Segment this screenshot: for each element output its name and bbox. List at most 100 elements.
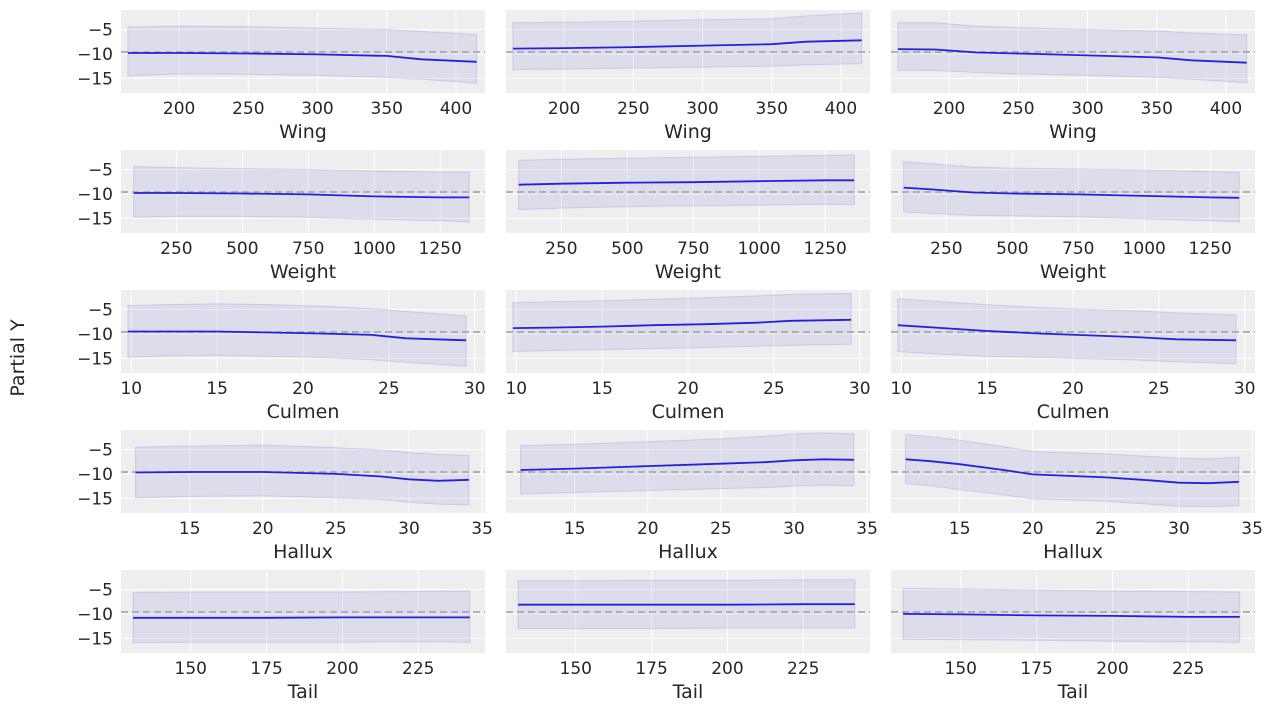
x-tick-label: 30 bbox=[783, 519, 805, 539]
y-tick-label: −10 bbox=[77, 605, 113, 625]
x-tick-label: 15 bbox=[564, 519, 586, 539]
panel-3-3: 10 15 20 25 30 Culmen bbox=[890, 290, 1256, 423]
mean-line bbox=[127, 330, 467, 342]
mean-line bbox=[133, 192, 470, 199]
x-tick-label: 1250 bbox=[1189, 239, 1232, 259]
panel-3-2: 10 15 20 25 30 Culmen bbox=[505, 290, 871, 423]
x-tick-label: 1000 bbox=[738, 239, 781, 259]
y-tick-label: −10 bbox=[77, 45, 113, 65]
x-tick-label: 1250 bbox=[419, 239, 462, 259]
x-axis-label: Wing bbox=[664, 121, 712, 143]
panel-2-3: 250 500 750 1000 1250 Weight bbox=[891, 150, 1255, 283]
credible-band bbox=[512, 12, 863, 71]
y-tick-label: −10 bbox=[77, 185, 113, 205]
panel-2-2: 250 500 750 1000 1250 Weight bbox=[506, 150, 870, 283]
mean-line bbox=[518, 179, 855, 186]
y-tick-label: −15 bbox=[77, 629, 113, 649]
x-tick-label: 1000 bbox=[353, 239, 396, 259]
x-tick-label: 150 bbox=[945, 659, 977, 679]
y-tick-label: −5 bbox=[88, 441, 113, 461]
x-axis-label: Tail bbox=[672, 681, 704, 703]
x-axis-label: Hallux bbox=[1043, 541, 1103, 563]
panels-grid: −5 −10 −15 200 250 300 350 400 Wing 200 250 300 350 4… bbox=[77, 10, 1263, 703]
x-tick-label: 200 bbox=[163, 99, 195, 119]
x-tick-label: 200 bbox=[1096, 659, 1128, 679]
x-tick-label: 35 bbox=[1241, 519, 1263, 539]
x-tick-label: 15 bbox=[179, 519, 201, 539]
x-tick-label: 30 bbox=[398, 519, 420, 539]
x-axis-label: Hallux bbox=[273, 541, 333, 563]
x-axis-label: Wing bbox=[279, 121, 327, 143]
x-tick-label: 225 bbox=[402, 659, 434, 679]
x-tick-label: 20 bbox=[292, 379, 314, 399]
panel-1-1: −5 −10 −15 200 250 300 350 400 Wing bbox=[77, 10, 485, 143]
x-tick-label: 10 bbox=[120, 379, 142, 399]
x-tick-label: 10 bbox=[890, 379, 912, 399]
x-tick-label: 20 bbox=[677, 379, 699, 399]
x-tick-label: 150 bbox=[560, 659, 592, 679]
x-tick-label: 25 bbox=[763, 379, 785, 399]
panel-2-1: −5 −10 −15 250 500 750 1000 1250 Weight bbox=[77, 150, 485, 283]
panel-5-3: 150 175 200 225 Tail bbox=[891, 570, 1255, 703]
y-tick-label: −5 bbox=[88, 21, 113, 41]
panel-5-2: 150 175 200 225 Tail bbox=[506, 570, 870, 703]
x-tick-label: 15 bbox=[206, 379, 228, 399]
y-tick-label: −5 bbox=[88, 301, 113, 321]
x-tick-label: 400 bbox=[440, 99, 472, 119]
mean-line bbox=[127, 52, 477, 63]
credible-band bbox=[512, 292, 852, 353]
mean-line bbox=[135, 471, 469, 482]
credible-band bbox=[135, 444, 470, 506]
x-tick-label: 25 bbox=[1148, 379, 1170, 399]
x-tick-label: 150 bbox=[175, 659, 207, 679]
x-tick-label: 30 bbox=[1168, 519, 1190, 539]
x-axis-label: Weight bbox=[1040, 261, 1106, 283]
y-tick-label: −15 bbox=[77, 209, 113, 229]
x-tick-label: 1000 bbox=[1123, 239, 1166, 259]
mean-line bbox=[903, 613, 1240, 618]
x-tick-label: 300 bbox=[686, 99, 718, 119]
x-tick-label: 175 bbox=[250, 659, 282, 679]
x-axis-label: Weight bbox=[655, 261, 721, 283]
y-tick-label: −15 bbox=[77, 69, 113, 89]
x-axis-label: Culmen bbox=[652, 401, 725, 423]
mean-line bbox=[512, 318, 852, 329]
x-tick-label: 300 bbox=[1071, 99, 1103, 119]
x-tick-label: 750 bbox=[677, 239, 709, 259]
panel-1-3: 200 250 300 350 400 Wing bbox=[891, 10, 1255, 143]
x-tick-label: 300 bbox=[301, 99, 333, 119]
x-tick-label: 15 bbox=[976, 379, 998, 399]
mean-line bbox=[897, 324, 1237, 342]
y-tick-label: −10 bbox=[77, 465, 113, 485]
x-tick-label: 15 bbox=[591, 379, 613, 399]
x-axis-label: Hallux bbox=[658, 541, 718, 563]
x-tick-label: 200 bbox=[548, 99, 580, 119]
y-tick-label: −5 bbox=[88, 581, 113, 601]
x-axis-label: Culmen bbox=[1037, 401, 1110, 423]
panel-4-2: 15 20 25 30 35 Hallux bbox=[506, 430, 878, 563]
x-axis-label: Culmen bbox=[267, 401, 340, 423]
x-tick-label: 25 bbox=[710, 519, 732, 539]
x-tick-label: 30 bbox=[849, 379, 871, 399]
x-tick-label: 20 bbox=[1022, 519, 1044, 539]
x-tick-label: 35 bbox=[471, 519, 493, 539]
x-tick-label: 1250 bbox=[804, 239, 847, 259]
x-tick-label: 400 bbox=[825, 99, 857, 119]
x-tick-label: 250 bbox=[232, 99, 264, 119]
y-tick-label: −15 bbox=[77, 489, 113, 509]
x-tick-label: 350 bbox=[1141, 99, 1173, 119]
x-tick-label: 750 bbox=[1062, 239, 1094, 259]
x-tick-label: 250 bbox=[545, 239, 577, 259]
x-tick-label: 20 bbox=[637, 519, 659, 539]
x-tick-label: 20 bbox=[1062, 379, 1084, 399]
x-tick-label: 15 bbox=[949, 519, 971, 539]
panel-1-2: 200 250 300 350 400 Wing bbox=[506, 10, 870, 143]
credible-band bbox=[520, 432, 855, 495]
x-tick-label: 750 bbox=[292, 239, 324, 259]
x-tick-label: 25 bbox=[378, 379, 400, 399]
mean-line bbox=[520, 458, 854, 471]
x-tick-label: 350 bbox=[371, 99, 403, 119]
mean-line bbox=[905, 458, 1239, 485]
panel-4-1: −5 −10 −15 15 20 25 30 35 Hallux bbox=[77, 430, 493, 563]
x-tick-label: 35 bbox=[856, 519, 878, 539]
